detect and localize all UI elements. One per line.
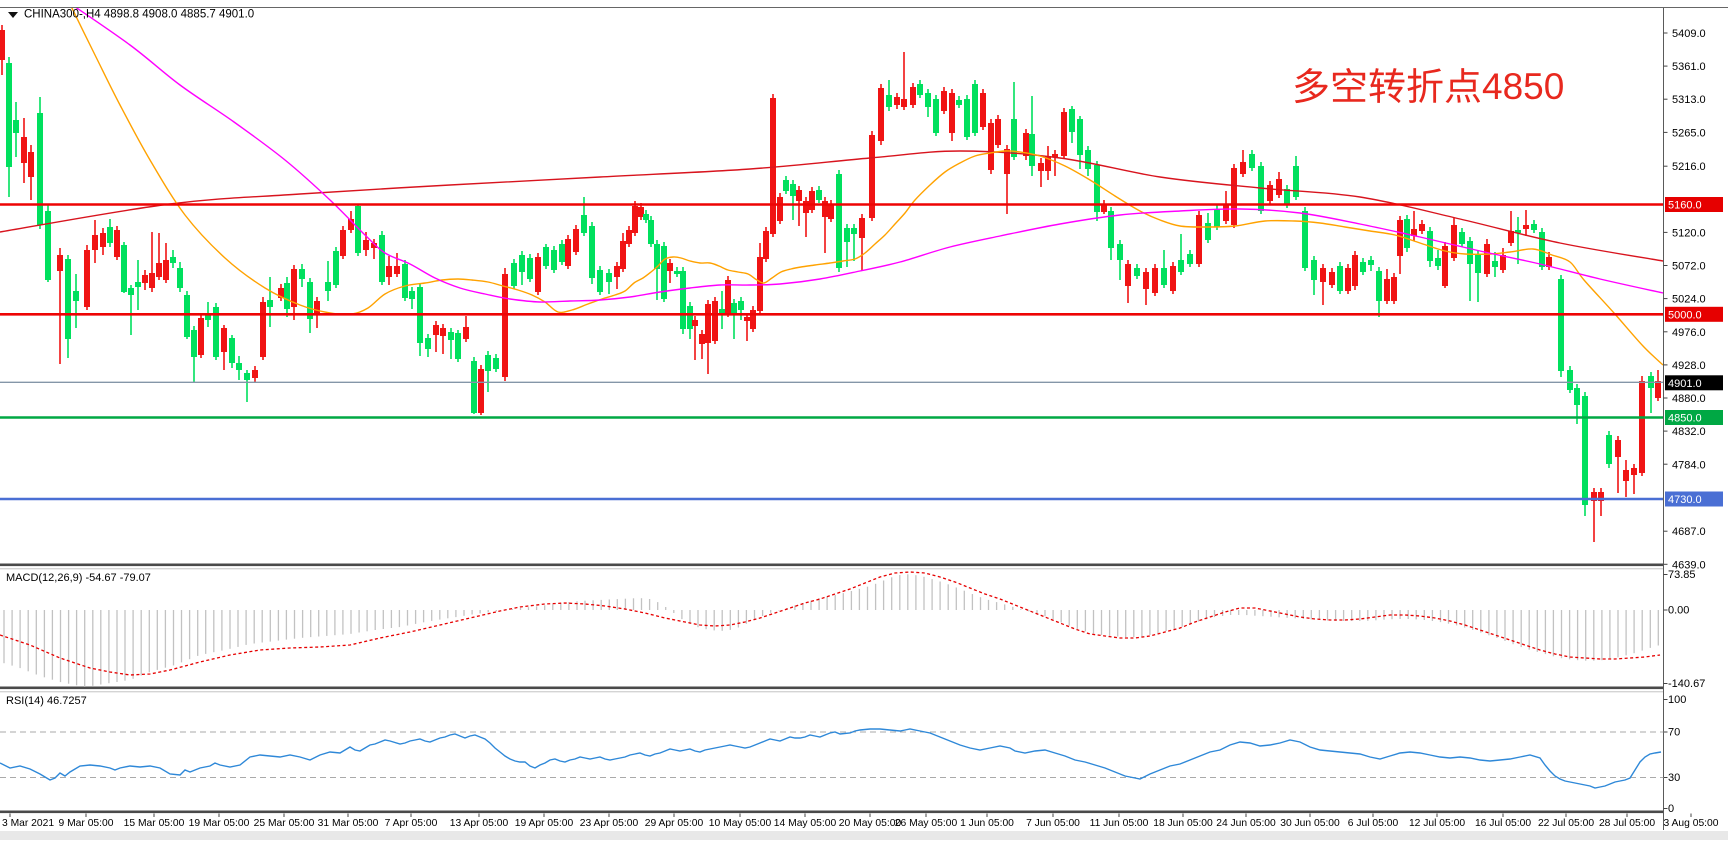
svg-text:12 Jul 05:00: 12 Jul 05:00 [1409, 818, 1465, 829]
svg-text:14 May 05:00: 14 May 05:00 [774, 818, 837, 829]
svg-text:CHINA300-,H4 4898.8 4908.0 48: CHINA300-,H4 4898.8 4908.0 4885.7 4901.0 [24, 9, 254, 21]
svg-text:70: 70 [1668, 727, 1680, 739]
svg-text:4901.0: 4901.0 [1668, 378, 1702, 390]
svg-text:30: 30 [1668, 772, 1680, 784]
svg-text:5072.0: 5072.0 [1672, 261, 1706, 273]
svg-text:5313.0: 5313.0 [1672, 94, 1706, 106]
svg-text:4639.0: 4639.0 [1672, 559, 1706, 571]
svg-text:30 Jun 05:00: 30 Jun 05:00 [1280, 818, 1340, 829]
svg-text:4880.0: 4880.0 [1672, 393, 1706, 405]
svg-text:3 Aug 05:00: 3 Aug 05:00 [1664, 818, 1719, 829]
svg-text:26 May 05:00: 26 May 05:00 [895, 818, 958, 829]
svg-text:0.00: 0.00 [1668, 605, 1689, 617]
svg-text:5265.0: 5265.0 [1672, 127, 1706, 139]
svg-text:4976.0: 4976.0 [1672, 327, 1706, 339]
svg-text:18 Jun 05:00: 18 Jun 05:00 [1153, 818, 1213, 829]
svg-text:4687.0: 4687.0 [1672, 526, 1706, 538]
svg-text:4730.0: 4730.0 [1668, 494, 1702, 506]
svg-text:5120.0: 5120.0 [1672, 227, 1706, 239]
svg-text:7 Jun 05:00: 7 Jun 05:00 [1026, 818, 1080, 829]
svg-text:5024.0: 5024.0 [1672, 294, 1706, 306]
svg-text:RSI(14) 46.7257: RSI(14) 46.7257 [6, 695, 87, 707]
svg-text:29 Apr 05:00: 29 Apr 05:00 [645, 818, 704, 829]
svg-text:19 Mar 05:00: 19 Mar 05:00 [189, 818, 250, 829]
svg-text:MACD(12,26,9) -54.67 -79.07: MACD(12,26,9) -54.67 -79.07 [6, 572, 151, 584]
svg-text:5216.0: 5216.0 [1672, 161, 1706, 173]
svg-text:4784.0: 4784.0 [1672, 459, 1706, 471]
svg-text:5361.0: 5361.0 [1672, 61, 1706, 73]
svg-text:16 Jul 05:00: 16 Jul 05:00 [1475, 818, 1531, 829]
svg-text:3 Mar 2021: 3 Mar 2021 [2, 818, 54, 829]
svg-text:20 May 05:00: 20 May 05:00 [839, 818, 902, 829]
svg-text:13 Apr 05:00: 13 Apr 05:00 [450, 818, 509, 829]
svg-text:28 Jul 05:00: 28 Jul 05:00 [1599, 818, 1655, 829]
svg-text:-140.67: -140.67 [1668, 678, 1705, 690]
svg-text:5409.0: 5409.0 [1672, 28, 1706, 40]
svg-text:22 Jul 05:00: 22 Jul 05:00 [1538, 818, 1594, 829]
svg-text:1 Jun 05:00: 1 Jun 05:00 [960, 818, 1014, 829]
svg-text:4850.0: 4850.0 [1668, 413, 1702, 425]
svg-text:10 May 05:00: 10 May 05:00 [709, 818, 772, 829]
svg-text:4928.0: 4928.0 [1672, 360, 1706, 372]
svg-text:7 Apr 05:00: 7 Apr 05:00 [385, 818, 438, 829]
svg-text:5160.0: 5160.0 [1668, 200, 1702, 212]
svg-text:100: 100 [1668, 694, 1686, 706]
svg-text:23 Apr 05:00: 23 Apr 05:00 [580, 818, 639, 829]
svg-text:15 Mar 05:00: 15 Mar 05:00 [124, 818, 185, 829]
svg-text:4832.0: 4832.0 [1672, 426, 1706, 438]
svg-text:25 Mar 05:00: 25 Mar 05:00 [254, 818, 315, 829]
svg-text:5000.0: 5000.0 [1668, 309, 1702, 321]
svg-text:0: 0 [1668, 803, 1674, 815]
svg-text:4850: 4850 [1482, 66, 1564, 107]
svg-text:6 Jul 05:00: 6 Jul 05:00 [1348, 818, 1399, 829]
svg-text:19 Apr 05:00: 19 Apr 05:00 [515, 818, 574, 829]
svg-text:11 Jun 05:00: 11 Jun 05:00 [1090, 818, 1149, 829]
svg-text:31 Mar 05:00: 31 Mar 05:00 [318, 818, 379, 829]
svg-text:9 Mar 05:00: 9 Mar 05:00 [59, 818, 114, 829]
svg-text:73.85: 73.85 [1668, 569, 1696, 581]
svg-text:24 Jun 05:00: 24 Jun 05:00 [1216, 818, 1276, 829]
